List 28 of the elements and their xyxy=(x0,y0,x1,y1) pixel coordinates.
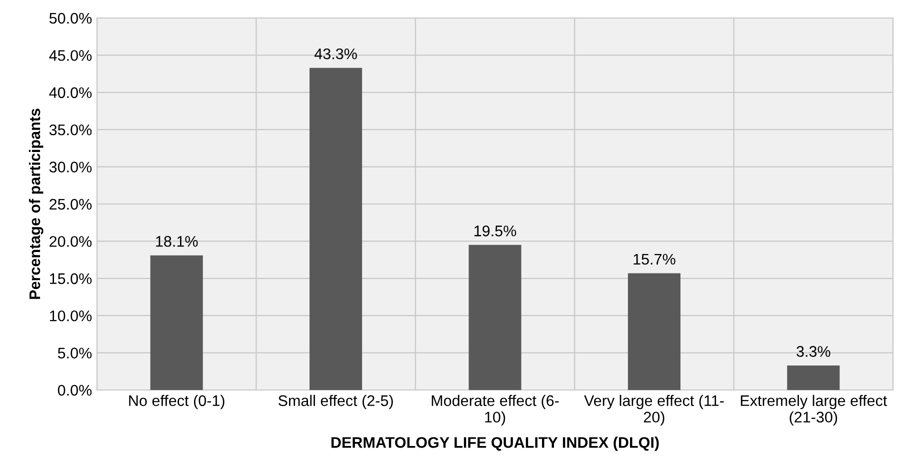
y-tick-label: 5.0% xyxy=(58,348,92,358)
data-label: 15.7% xyxy=(634,254,676,265)
data-label: 3.3% xyxy=(796,346,830,357)
y-tick-label: 10.0% xyxy=(50,310,92,322)
x-tick-label: Very large effect (11- 20) xyxy=(584,394,724,426)
y-tick-label: 45.0% xyxy=(49,50,92,61)
data-label: 43.3% xyxy=(314,48,357,60)
y-tick-label: 15.0% xyxy=(50,273,92,284)
y-tick-label: 50.0% xyxy=(49,12,92,24)
bar xyxy=(787,365,840,390)
y-tick-label: 30.0% xyxy=(49,162,92,172)
y-tick-label: 20.0% xyxy=(50,236,92,247)
y-tick-label: 35.0% xyxy=(49,124,92,136)
x-axis-title: DERMATOLOGY LIFE QUALITY INDEX (DLQI) xyxy=(331,436,659,451)
bar xyxy=(310,68,362,390)
y-axis-title: Percentage of participants xyxy=(28,108,44,299)
x-tick-label: Extremely large effect (21-30) xyxy=(740,394,888,426)
bar xyxy=(628,273,680,390)
y-tick-label: 0.0% xyxy=(58,384,92,396)
x-tick-label: Moderate effect (6- 10) xyxy=(432,394,559,426)
bar xyxy=(150,255,203,390)
x-tick-label: Small effect (2-5) xyxy=(278,394,393,410)
data-label: 19.5% xyxy=(474,226,516,236)
data-label: 18.1% xyxy=(156,236,198,247)
x-tick-label: No effect (0-1) xyxy=(129,394,224,410)
bar xyxy=(468,244,522,390)
y-tick-label: 40.0% xyxy=(49,87,92,98)
y-tick-label: 25.0% xyxy=(50,198,92,210)
